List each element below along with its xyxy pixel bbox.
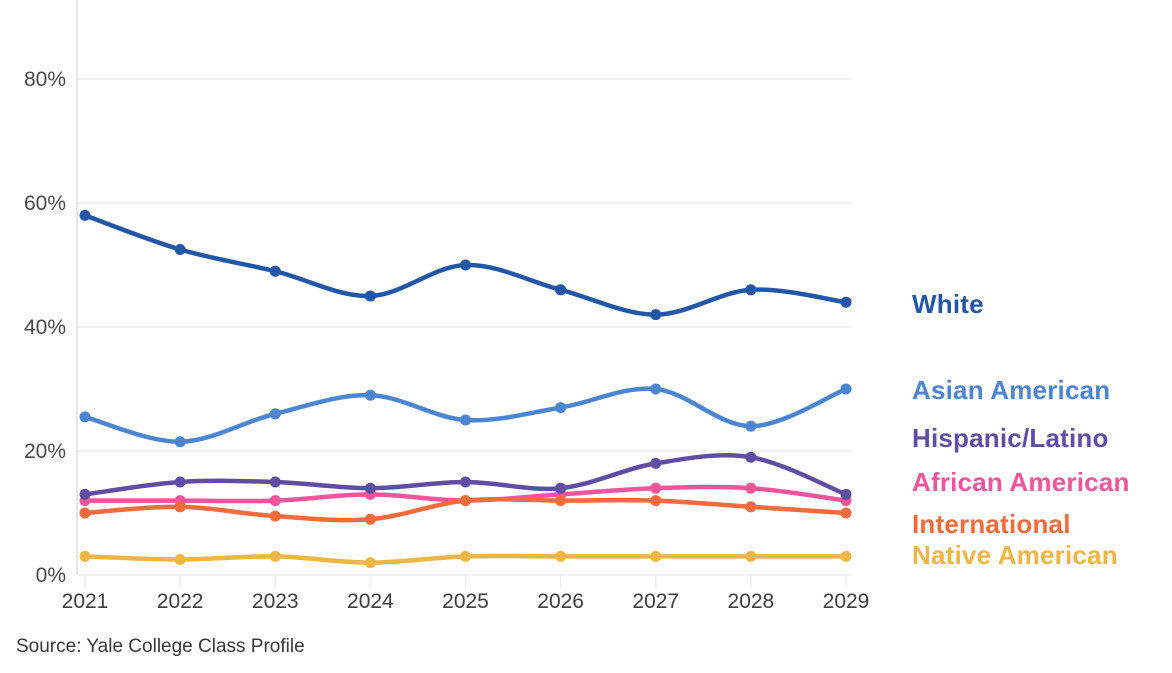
series-native-american bbox=[79, 550, 852, 569]
data-point-hispanic-latino-2022 bbox=[174, 476, 186, 488]
data-point-white-2027 bbox=[650, 309, 662, 321]
data-point-hispanic-latino-2025 bbox=[460, 476, 471, 488]
data-point-native-american-2026 bbox=[555, 550, 567, 562]
legend-label-african-american: African American bbox=[912, 467, 1130, 497]
source-caption: Source: Yale College Class Profile bbox=[16, 636, 305, 657]
data-point-native-american-2028 bbox=[745, 550, 757, 562]
data-point-asian-american-2025 bbox=[460, 414, 471, 426]
data-point-white-2021 bbox=[79, 209, 91, 221]
x-axis-label-2021: 2021 bbox=[62, 590, 109, 613]
series-white bbox=[79, 209, 852, 321]
y-axis-label-20%: 20% bbox=[24, 440, 66, 463]
data-point-international-2024 bbox=[364, 513, 376, 525]
data-point-asian-american-2024 bbox=[364, 389, 376, 401]
data-point-african-american-2023 bbox=[269, 495, 281, 507]
data-point-white-2022 bbox=[174, 244, 186, 255]
y-axis-label-0%: 0% bbox=[36, 564, 66, 587]
data-point-asian-american-2027 bbox=[650, 383, 662, 395]
x-axis-label-2027: 2027 bbox=[632, 590, 679, 613]
data-point-hispanic-latino-2029 bbox=[840, 488, 852, 500]
data-point-native-american-2027 bbox=[650, 550, 662, 562]
data-point-white-2026 bbox=[555, 284, 567, 296]
x-axis-label-2024: 2024 bbox=[347, 590, 394, 613]
data-point-native-american-2022 bbox=[174, 554, 186, 565]
data-point-asian-american-2023 bbox=[269, 408, 281, 420]
data-point-international-2027 bbox=[650, 495, 662, 507]
legend-label-native-american: Native American bbox=[912, 540, 1118, 570]
data-point-hispanic-latino-2027 bbox=[650, 457, 662, 469]
data-point-white-2028 bbox=[745, 284, 757, 296]
data-point-native-american-2024 bbox=[364, 557, 376, 569]
series-international bbox=[79, 495, 852, 525]
data-point-hispanic-latino-2023 bbox=[269, 476, 281, 488]
data-point-white-2029 bbox=[840, 296, 852, 308]
data-point-native-american-2025 bbox=[460, 550, 471, 562]
data-point-white-2023 bbox=[269, 265, 281, 277]
y-axis-label-40%: 40% bbox=[24, 316, 66, 339]
data-point-native-american-2021 bbox=[79, 550, 91, 562]
data-point-international-2028 bbox=[745, 501, 757, 513]
legend-label-international: International bbox=[912, 509, 1071, 539]
data-point-asian-american-2021 bbox=[79, 411, 91, 423]
data-point-white-2024 bbox=[364, 290, 376, 302]
data-point-international-2026 bbox=[555, 495, 567, 507]
data-point-asian-american-2022 bbox=[174, 436, 186, 448]
data-point-african-american-2027 bbox=[650, 482, 662, 494]
series-hispanic-latino bbox=[79, 451, 852, 500]
data-point-asian-american-2026 bbox=[555, 402, 567, 414]
data-point-international-2029 bbox=[840, 507, 852, 519]
x-axis-label-2026: 2026 bbox=[537, 590, 584, 613]
data-point-international-2022 bbox=[174, 501, 186, 513]
data-point-asian-american-2028 bbox=[745, 420, 757, 432]
x-axis-label-2029: 2029 bbox=[823, 590, 870, 613]
data-point-native-american-2023 bbox=[269, 550, 281, 562]
data-point-white-2025 bbox=[460, 259, 471, 271]
data-point-international-2023 bbox=[269, 510, 281, 522]
data-point-hispanic-latino-2024 bbox=[364, 482, 376, 494]
y-axis-label-60%: 60% bbox=[24, 192, 66, 215]
data-point-native-american-2029 bbox=[840, 550, 852, 562]
x-axis-label-2023: 2023 bbox=[252, 590, 299, 613]
x-axis-label-2025: 2025 bbox=[442, 590, 489, 613]
legend-label-asian-american: Asian American bbox=[912, 375, 1111, 405]
data-point-international-2021 bbox=[79, 507, 91, 519]
x-axis-label-2022: 2022 bbox=[157, 590, 204, 613]
legend-label-white: White bbox=[912, 289, 984, 319]
x-axis-label-2028: 2028 bbox=[728, 590, 775, 613]
y-axis-label-80%: 80% bbox=[24, 68, 66, 91]
data-point-international-2025 bbox=[460, 495, 471, 507]
series-asian-american bbox=[79, 383, 852, 448]
data-point-hispanic-latino-2021 bbox=[79, 488, 91, 500]
data-point-african-american-2028 bbox=[745, 482, 757, 494]
data-point-asian-american-2029 bbox=[840, 383, 852, 395]
data-point-hispanic-latino-2026 bbox=[555, 482, 567, 494]
legend-label-hispanic-latino: Hispanic/Latino bbox=[912, 423, 1109, 453]
data-point-hispanic-latino-2028 bbox=[745, 451, 757, 463]
